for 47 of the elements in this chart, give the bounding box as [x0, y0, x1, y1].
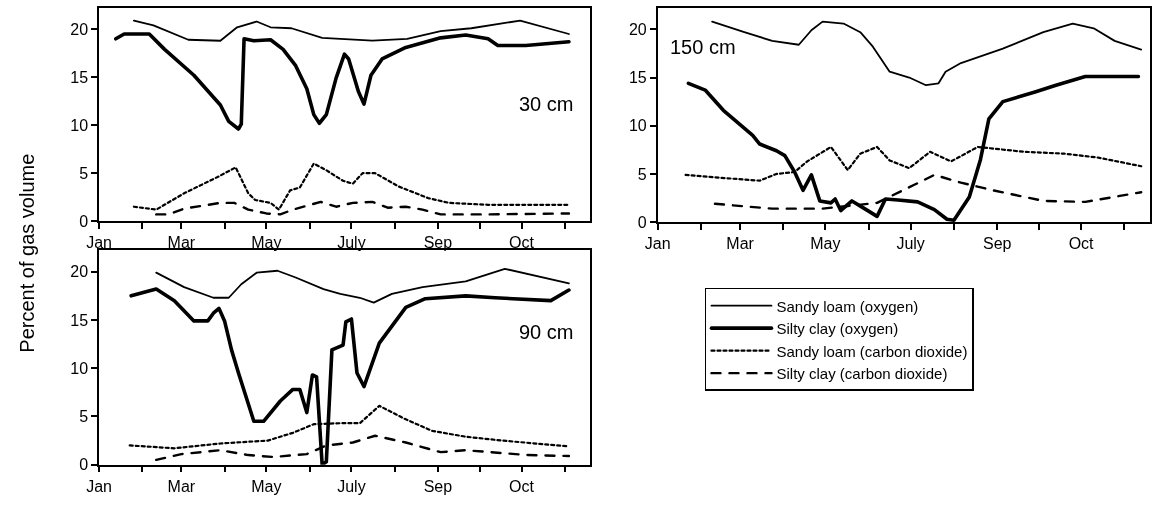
y-tick-label: 10: [628, 117, 647, 135]
y-tick-label: 5: [637, 165, 647, 183]
line-series: [155, 200, 571, 216]
y-tick-label: 15: [628, 69, 647, 87]
x-tick-label: May: [251, 234, 282, 252]
y-tick-label: 0: [637, 213, 647, 231]
x-tick-label: Mar: [167, 477, 196, 495]
line-series: [133, 19, 570, 42]
x-tick-label: Jan: [86, 477, 112, 495]
y-tick-label: 5: [79, 164, 89, 182]
y-tick-label: 15: [70, 311, 89, 329]
x-tick-label: Jan: [644, 235, 671, 253]
annotation: 90 cm: [519, 321, 574, 343]
line-series: [155, 267, 570, 304]
x-tick-label: Mar: [726, 235, 755, 253]
x-tick-label: Mar: [167, 234, 196, 252]
x-tick-label: Oct: [509, 234, 535, 252]
x-tick-label: July: [896, 235, 925, 253]
legend-label: Silty clay (carbon dioxide): [776, 365, 948, 383]
x-tick-label: Jan: [86, 234, 112, 252]
y-tick-label: 20: [70, 20, 89, 38]
y-tick-label: 0: [79, 456, 89, 474]
line-series: [114, 32, 571, 131]
x-tick-label: May: [251, 477, 282, 495]
legend-label: Silty clay (oxygen): [776, 320, 899, 338]
y-tick-label: 20: [628, 20, 647, 38]
x-tick-label: July: [337, 234, 366, 252]
x-tick-label: Oct: [1068, 235, 1095, 253]
x-tick-label: Oct: [509, 477, 535, 495]
line-series: [711, 20, 1143, 87]
x-tick-label: May: [810, 235, 841, 253]
x-tick-label: Sep: [983, 235, 1012, 253]
y-axis-title: Percent of gas volume: [15, 153, 38, 353]
annotation: 150 cm: [670, 36, 736, 58]
y-tick-label: 15: [70, 68, 89, 86]
legend-label: Sandy loam (oxygen): [776, 297, 919, 315]
x-tick-label: Sep: [423, 477, 453, 495]
line-series: [132, 162, 571, 211]
legend-label: Sandy loam (carbon dioxide): [776, 342, 968, 360]
y-tick-label: 10: [70, 359, 89, 377]
x-tick-label: Sep: [423, 234, 453, 252]
y-tick-label: 10: [70, 116, 89, 134]
y-tick-label: 20: [70, 263, 89, 281]
x-tick-label: July: [337, 477, 366, 495]
y-tick-label: 5: [79, 408, 89, 426]
annotation: 30 cm: [519, 93, 574, 115]
y-tick-label: 0: [79, 212, 89, 230]
